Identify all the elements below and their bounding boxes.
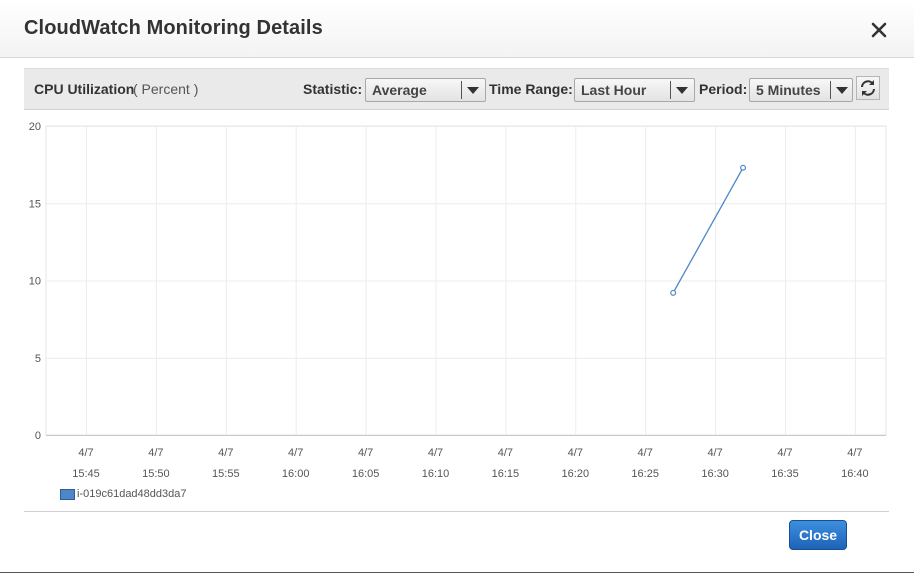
x-tick-date: 4/7 <box>288 447 303 459</box>
statistic-value: Average <box>372 82 427 98</box>
cpu-utilization-chart: 0 5 10 15 20 4/7 15:45 4/7 15:50 4/7 15:55 4/7 16:00… <box>29 121 887 480</box>
caret-down-icon <box>467 87 479 94</box>
series-line <box>672 167 744 294</box>
caret-down-icon <box>836 87 848 94</box>
x-tick-date: 4/7 <box>78 447 93 459</box>
close-button[interactable]: Close <box>789 520 847 550</box>
x-tick-date: 4/7 <box>847 447 862 459</box>
time-range-label: Time Range: <box>489 81 573 97</box>
x-tick-date: 4/7 <box>218 447 233 459</box>
dialog-title: CloudWatch Monitoring Details <box>24 17 323 39</box>
data-point <box>740 164 747 171</box>
x-tick-time: 16:30 <box>701 468 729 480</box>
select-divider <box>670 81 671 99</box>
y-tick-label: 15 <box>29 198 41 210</box>
legend-label: i-019c61dad48dd3da7 <box>77 488 187 500</box>
data-point <box>670 289 677 296</box>
y-tick-label: 20 <box>29 121 41 133</box>
x-tick-time: 16:15 <box>492 468 520 480</box>
x-tick-time: 16:00 <box>282 468 310 480</box>
x-tick-date: 4/7 <box>707 447 722 459</box>
refresh-icon <box>861 80 875 96</box>
x-tick-date: 4/7 <box>148 447 163 459</box>
x-tick-date: 4/7 <box>428 447 443 459</box>
close-icon[interactable] <box>868 19 890 41</box>
x-tick-time: 16:10 <box>422 468 450 480</box>
legend-swatch <box>60 489 75 500</box>
period-select[interactable]: 5 Minutes <box>749 78 853 102</box>
x-tick-time: 16:25 <box>631 468 659 480</box>
select-divider <box>830 81 831 99</box>
x-tick-date: 4/7 <box>358 447 373 459</box>
y-tick-label: 5 <box>35 353 41 365</box>
y-tick-label: 10 <box>29 276 41 288</box>
period-label: Period: <box>699 81 748 97</box>
dialog-header: CloudWatch Monitoring Details <box>0 0 914 58</box>
x-tick-date: 4/7 <box>568 447 583 459</box>
metric-toolbar: CPU Utilization ( Percent ) Statistic: A… <box>24 68 889 110</box>
period-value: 5 Minutes <box>756 82 821 98</box>
statistic-select[interactable]: Average <box>365 78 486 102</box>
time-range-value: Last Hour <box>581 82 647 98</box>
x-tick-date: 4/7 <box>777 447 792 459</box>
x-tick-time: 16:40 <box>841 468 869 480</box>
refresh-button[interactable] <box>856 76 880 100</box>
caret-down-icon <box>676 87 688 94</box>
x-tick-time: 16:35 <box>771 468 799 480</box>
x-tick-date: 4/7 <box>638 447 653 459</box>
x-tick-time: 16:20 <box>562 468 590 480</box>
select-divider <box>461 81 462 99</box>
x-tick-time: 15:55 <box>212 468 240 480</box>
statistic-label: Statistic: <box>303 81 363 97</box>
y-tick-label: 0 <box>35 430 41 442</box>
x-tick-date: 4/7 <box>498 447 513 459</box>
x-tick-time: 16:05 <box>352 468 380 480</box>
x-tick-time: 15:50 <box>142 468 170 480</box>
metric-name: CPU Utilization <box>34 81 135 97</box>
x-tick-time: 15:45 <box>72 468 100 480</box>
time-range-select[interactable]: Last Hour <box>574 78 695 102</box>
footer-divider <box>24 511 889 512</box>
metric-unit: ( Percent ) <box>133 81 199 97</box>
